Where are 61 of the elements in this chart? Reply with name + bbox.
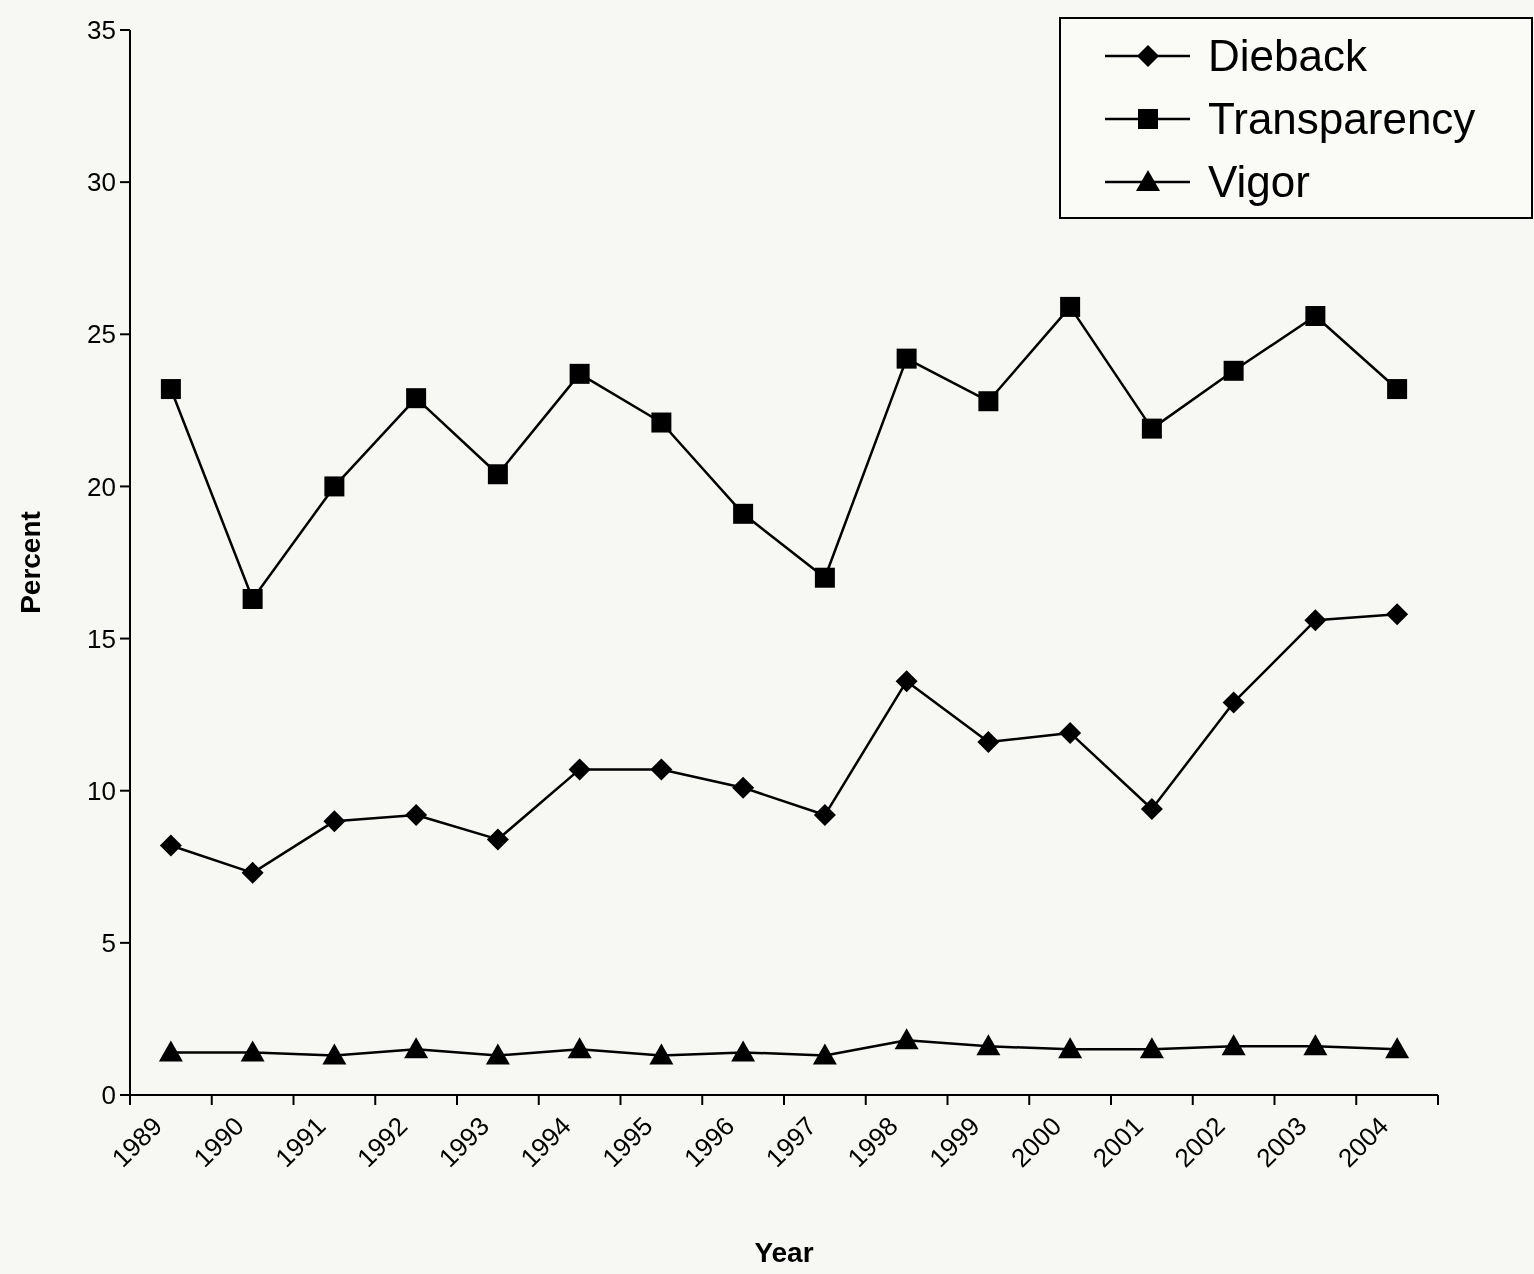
point (649, 1043, 674, 1065)
point (242, 589, 263, 610)
point (1304, 609, 1327, 632)
point (160, 379, 181, 400)
point (1223, 360, 1244, 381)
point (812, 1043, 837, 1065)
point (567, 1037, 592, 1059)
point (487, 464, 508, 485)
y-tick-label: 35 (87, 15, 116, 46)
y-axis-title: Percent (15, 511, 46, 614)
point (159, 834, 182, 857)
point (405, 804, 428, 827)
point (1386, 603, 1409, 626)
point (1303, 1034, 1328, 1056)
point (894, 1028, 919, 1050)
point (1140, 797, 1163, 820)
point (733, 503, 754, 524)
y-tick-label: 20 (87, 471, 116, 502)
point (1221, 1034, 1246, 1056)
y-tick-label: 0 (101, 1080, 116, 1111)
point (324, 476, 345, 497)
point (1139, 1037, 1164, 1059)
point (1141, 418, 1162, 439)
point (976, 1034, 1001, 1056)
point (485, 1043, 510, 1065)
y-tick-label: 5 (101, 927, 116, 958)
point (1058, 1037, 1083, 1059)
legend-label: Vigor (1208, 157, 1310, 207)
point (1305, 306, 1326, 327)
point (323, 810, 346, 833)
point (650, 758, 673, 781)
x-axis-title: Year (754, 1237, 814, 1268)
point (813, 804, 836, 827)
point (486, 828, 509, 851)
legend-label: Transparency (1208, 94, 1476, 144)
point (1059, 721, 1082, 744)
point (322, 1043, 347, 1065)
point (814, 567, 835, 588)
point (569, 363, 590, 384)
point (568, 758, 591, 781)
point (404, 1037, 429, 1059)
point (731, 1040, 756, 1062)
point (1387, 379, 1408, 400)
point (895, 670, 918, 693)
y-tick-label: 15 (87, 623, 116, 654)
point (651, 412, 672, 433)
point (406, 388, 427, 409)
point (1385, 1037, 1410, 1059)
legend-label: Dieback (1208, 31, 1368, 81)
y-tick-label: 30 (87, 167, 116, 198)
point (1060, 296, 1081, 317)
y-tick-label: 10 (87, 775, 116, 806)
point (1222, 691, 1245, 714)
point (896, 348, 917, 369)
point (241, 861, 264, 884)
point (978, 391, 999, 412)
point (158, 1040, 183, 1062)
y-tick-label: 25 (87, 319, 116, 350)
point (732, 776, 755, 799)
point (240, 1040, 265, 1062)
point (977, 731, 1000, 754)
